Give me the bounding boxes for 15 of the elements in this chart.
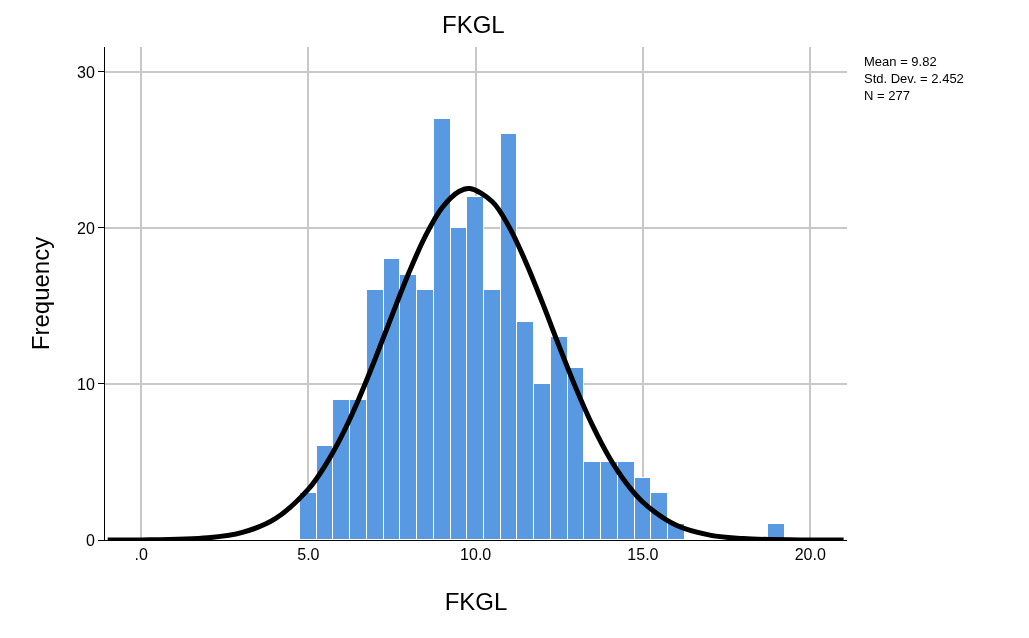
x-tick-label: 15.0 [627, 546, 659, 564]
x-tick-label: .0 [134, 546, 148, 564]
text: Mean = 9.82 [864, 54, 937, 69]
x-tick-label: 20.0 [794, 546, 826, 564]
x-axis-title: FKGL [444, 587, 508, 615]
y-tick-label: 30 [77, 63, 95, 81]
y-tick-label: 20 [77, 219, 95, 237]
text: Std. Dev. = 2.452 [864, 71, 964, 86]
x-tick-label: 5.0 [297, 546, 320, 564]
chart-title: FKGL [442, 10, 505, 38]
y-axis-title: Frequency [27, 236, 55, 351]
y-tick-label: 10 [77, 375, 95, 393]
x-tick-label: 10.0 [460, 546, 492, 564]
text: N = 277 [864, 88, 910, 103]
y-tick-label: 0 [85, 531, 95, 549]
